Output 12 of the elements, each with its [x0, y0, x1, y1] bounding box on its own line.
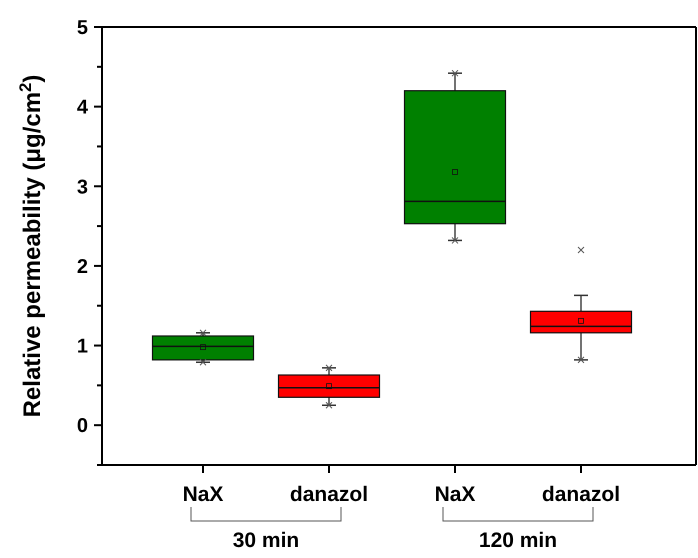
- y-tick-label: 4: [76, 96, 89, 119]
- y-tick-label: 1: [76, 336, 88, 358]
- y-tick-label: 5: [76, 17, 88, 39]
- y-tick-label: 0: [76, 415, 88, 438]
- y-tick-label: 2: [76, 256, 88, 278]
- x-tick-label: danazol: [290, 483, 368, 506]
- x-tick-label: NaX: [182, 483, 224, 506]
- x-tick-label: danazol: [542, 483, 620, 506]
- text: 30 min: [232, 529, 300, 552]
- x-tick-label: NaX: [434, 483, 476, 506]
- y-tick-label: 3: [76, 176, 88, 198]
- text: 120 min: [478, 529, 558, 552]
